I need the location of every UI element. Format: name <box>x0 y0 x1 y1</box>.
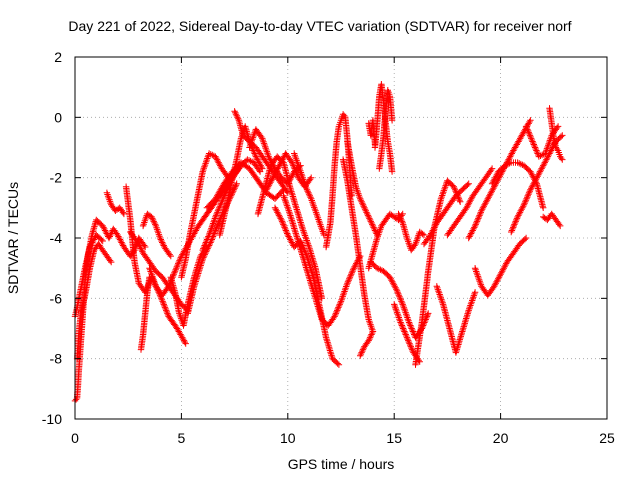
data-points <box>471 234 530 299</box>
data-points <box>357 328 377 359</box>
y-tick-label: -8 <box>50 351 63 367</box>
data-points <box>178 150 232 281</box>
data-points <box>271 204 343 368</box>
series-track-25 <box>344 138 381 239</box>
x-tick-label: 5 <box>178 430 186 446</box>
series-track-11 <box>178 150 232 281</box>
series-track-43 <box>540 210 564 230</box>
data-points <box>433 283 479 356</box>
series-track-18 <box>254 153 325 302</box>
y-tick-label: -2 <box>50 170 63 186</box>
series-track-7 <box>137 274 153 353</box>
data-points <box>103 189 128 218</box>
series-track-32 <box>395 210 428 254</box>
data-points <box>137 274 153 353</box>
data-points <box>391 301 423 365</box>
data-points <box>540 210 564 230</box>
data-points <box>444 165 496 239</box>
data-points <box>376 87 396 172</box>
x-tick-label: 0 <box>71 430 79 446</box>
series-track-29 <box>376 87 396 172</box>
series-track-20 <box>271 204 343 368</box>
axis-ticks: 0 5 10 15 20 25 -10 -8 -6 -4 -2 0 2 <box>42 49 615 446</box>
series-track-27 <box>357 328 377 359</box>
series-track-24 <box>339 156 377 335</box>
data-points <box>395 210 428 254</box>
data-points <box>254 153 325 302</box>
series-track-44 <box>546 105 566 163</box>
x-axis-label: GPS time / hours <box>287 456 395 472</box>
y-tick-label: -6 <box>50 290 63 306</box>
series-track-34 <box>412 177 464 368</box>
y-tick-label: -10 <box>42 411 62 427</box>
data-points <box>139 210 174 260</box>
x-tick-label: 15 <box>386 430 402 446</box>
y-tick-label: 0 <box>54 109 62 125</box>
series-track-33 <box>391 301 423 365</box>
series-track-35 <box>420 180 472 248</box>
series-track-36 <box>433 283 479 356</box>
y-tick-label: 2 <box>54 49 62 65</box>
data-points <box>465 117 534 242</box>
data-points <box>371 81 396 175</box>
series-track-37 <box>444 165 496 239</box>
x-tick-label: 20 <box>493 430 509 446</box>
data-points <box>420 180 472 248</box>
chart-title: Day 221 of 2022, Sidereal Day-to-day VTE… <box>68 18 572 34</box>
data-points <box>291 150 328 239</box>
y-tick-label: -4 <box>50 230 63 246</box>
series-track-22 <box>291 150 328 239</box>
series-track-38 <box>465 117 534 242</box>
data-points <box>344 138 381 239</box>
data-points <box>280 192 364 329</box>
series-track-28 <box>371 81 396 175</box>
series-track-39 <box>471 234 530 299</box>
series-track-4 <box>103 189 128 218</box>
data-points <box>546 105 566 163</box>
data-points <box>412 177 464 368</box>
x-tick-label: 10 <box>280 430 296 446</box>
data-points <box>339 156 377 335</box>
x-tick-label: 25 <box>599 430 615 446</box>
series-track-21 <box>280 192 364 329</box>
series-track-8 <box>139 210 174 260</box>
y-axis-label: SDTVAR / TECUs <box>5 181 21 295</box>
